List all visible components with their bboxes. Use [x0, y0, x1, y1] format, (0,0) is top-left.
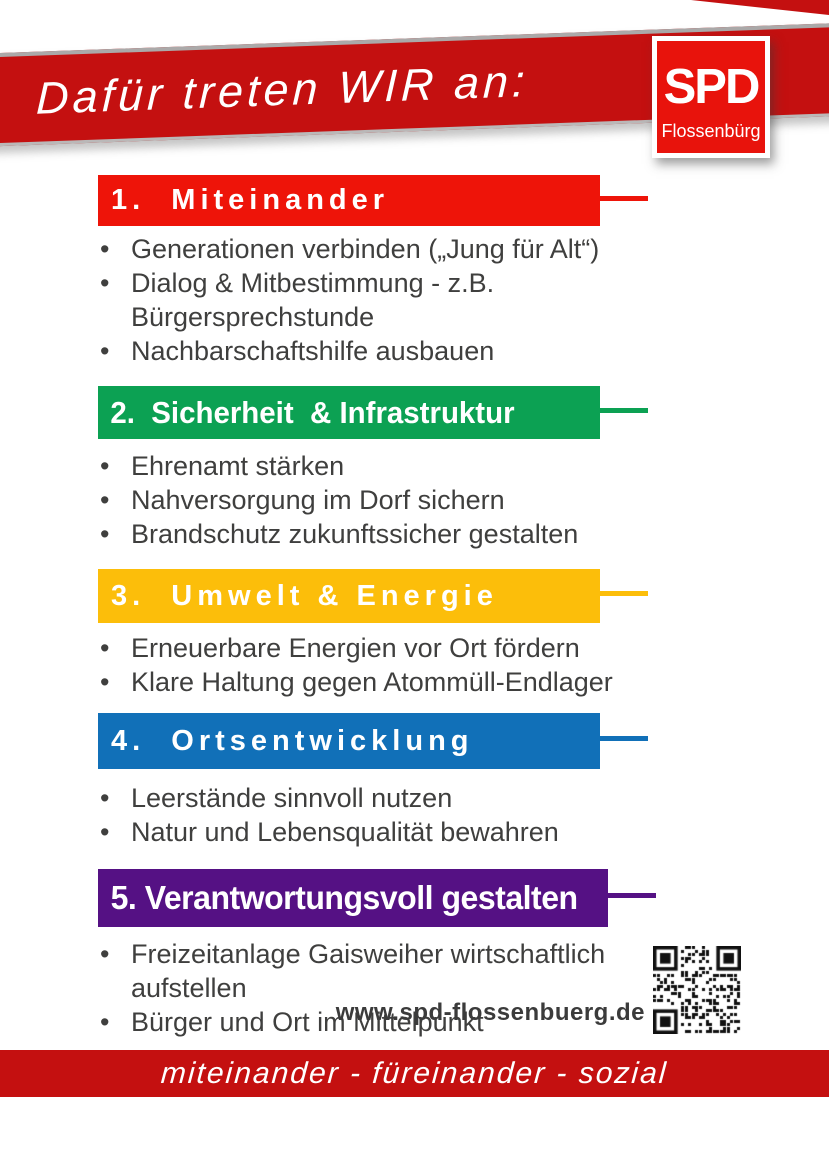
- section-3-title: 3. Umwelt & Energie: [111, 579, 498, 612]
- section-3-header: 3. Umwelt & Energie: [98, 569, 648, 623]
- section-ortsentwicklung: 4. Ortsentwicklung Leerstände sinnvoll n…: [98, 713, 718, 849]
- section-1-bullets: Generationen verbinden („Jung für Alt“) …: [98, 232, 718, 368]
- section-miteinander: 1. Miteinander Generationen verbinden („…: [98, 175, 718, 368]
- list-item: Dialog & Mitbestimmung - z.B. Bürgerspre…: [98, 266, 718, 334]
- list-item: Klare Haltung gegen Atommüll-Endlager: [98, 665, 718, 699]
- section-sicherheit-infrastruktur: 2. Sicherheit & Infrastruktur Ehrenamt s…: [98, 386, 718, 551]
- section-1-title: 1. Miteinander: [111, 184, 390, 216]
- section-2-title: 2. Sicherheit & Infrastruktur: [110, 394, 515, 430]
- footer-slogan: miteinander - füreinander - sozial: [160, 1056, 669, 1090]
- list-item: Nachbarschaftshilfe ausbauen: [98, 334, 718, 368]
- footer-banner: miteinander - füreinander - sozial: [0, 1050, 829, 1097]
- section-2-header: 2. Sicherheit & Infrastruktur: [98, 386, 648, 439]
- list-item: Bürger und Ort im Mittelpunkt: [98, 1005, 718, 1039]
- section-3-bullets: Erneuerbare Energien vor Ort fördern Kla…: [98, 631, 718, 699]
- list-item: Brandschutz zukunftssicher gestalten: [98, 517, 718, 551]
- list-item: Ehrenamt stärken: [98, 449, 718, 483]
- section-1-header: 1. Miteinander: [98, 175, 648, 226]
- ribbon-corner-fold: [691, 0, 829, 15]
- section-5-bullets: Freizeitanlage Gaisweiher wirtschaftlich…: [98, 937, 718, 1039]
- list-item: Freizeitanlage Gaisweiher wirtschaftlich…: [98, 937, 718, 1005]
- section-4-connector-line: [600, 736, 648, 742]
- spd-logo: SPD Flossenbürg: [652, 36, 770, 158]
- qr-code: [653, 946, 741, 1034]
- section-umwelt-energie: 3. Umwelt & Energie Erneuerbare Energien…: [98, 569, 718, 699]
- list-item: Natur und Lebensqualität bewahren: [98, 815, 718, 849]
- website-url: www.spd-flossenbuerg.de: [335, 999, 645, 1026]
- section-3-connector-line: [600, 591, 648, 597]
- section-verantwortungsvoll: 5. Verantwortungsvoll gestalten Freizeit…: [98, 869, 718, 1039]
- section-2-connector-line: [600, 407, 648, 413]
- sections-list: 1. Miteinander Generationen verbinden („…: [98, 175, 718, 1039]
- list-item: Generationen verbinden („Jung für Alt“): [98, 232, 718, 266]
- section-5-title: 5. Verantwortungsvoll gestalten: [110, 879, 578, 916]
- section-2-bullets: Ehrenamt stärken Nahversorgung im Dorf s…: [98, 449, 718, 551]
- list-item: Nahversorgung im Dorf sichern: [98, 483, 718, 517]
- section-4-header: 4. Ortsentwicklung: [98, 713, 648, 769]
- spd-logo-location: Flossenbürg: [661, 121, 761, 141]
- banner-headline: Dafür treten WIR an:: [35, 55, 530, 124]
- section-4-title: 4. Ortsentwicklung: [111, 724, 474, 757]
- section-1-connector-line: [600, 195, 648, 201]
- section-5-connector-line: [608, 893, 656, 899]
- list-item: Leerstände sinnvoll nutzen: [98, 781, 718, 815]
- spd-logo-wordmark: SPD: [663, 60, 761, 114]
- section-4-bullets: Leerstände sinnvoll nutzen Natur und Leb…: [98, 781, 718, 849]
- section-5-header: 5. Verantwortungsvoll gestalten: [98, 869, 656, 927]
- list-item: Erneuerbare Energien vor Ort fördern: [98, 631, 718, 665]
